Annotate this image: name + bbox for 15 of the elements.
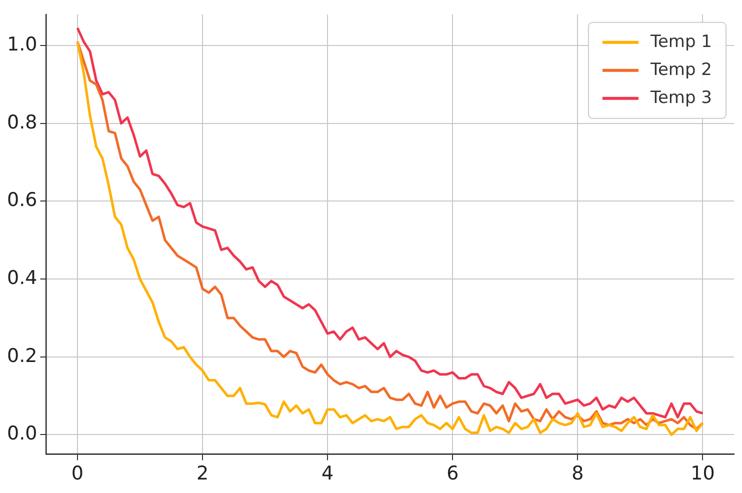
x-tick-label: 4 [322, 462, 334, 485]
y-tick-label: 0.6 [7, 189, 38, 212]
y-tick-label: 1.0 [7, 33, 38, 56]
y-tick-label: 0.0 [7, 422, 38, 445]
x-tick-label: 8 [572, 462, 584, 485]
x-tick-label: 2 [196, 462, 209, 485]
legend-label: Temp 3 [649, 88, 712, 108]
y-tick-label: 0.4 [7, 266, 38, 289]
legend-label: Temp 1 [649, 32, 712, 52]
legend-label: Temp 2 [649, 60, 712, 80]
y-tick-label: 0.8 [7, 111, 38, 134]
x-tick-label: 6 [446, 462, 459, 485]
x-tick-label: 0 [71, 462, 84, 485]
y-tick-label: 0.2 [7, 344, 38, 367]
x-tick-label: 10 [690, 462, 715, 485]
